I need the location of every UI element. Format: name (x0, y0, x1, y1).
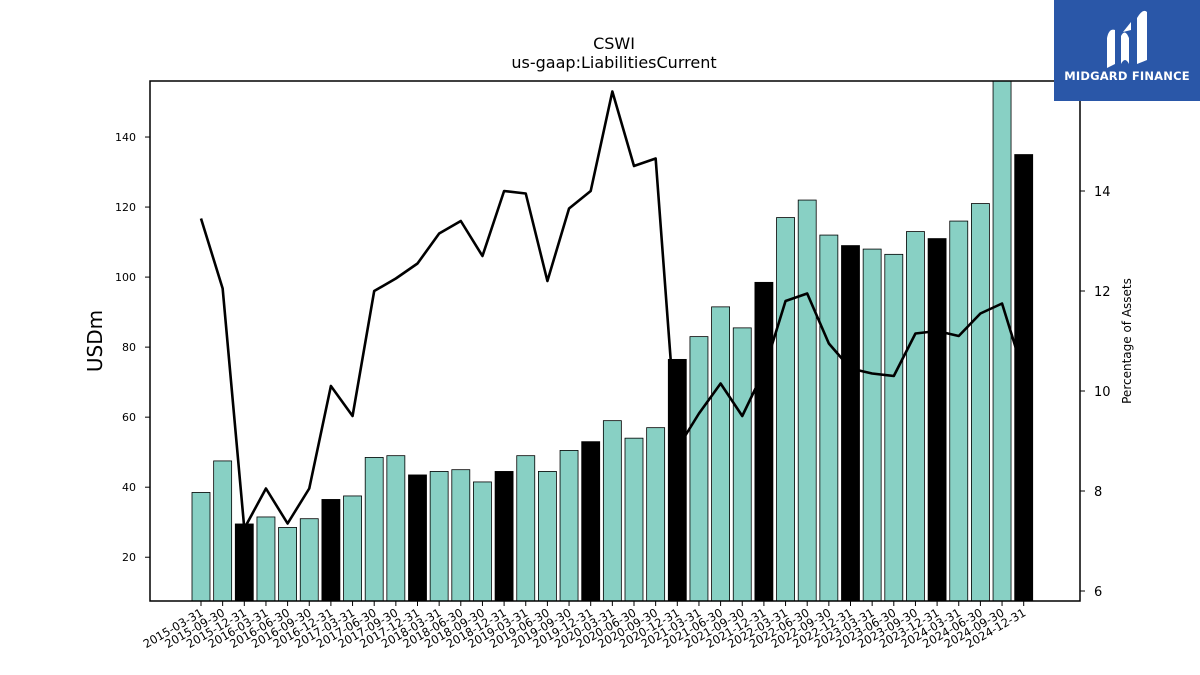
bar (559, 450, 579, 601)
y2-tick-label: 10 (1094, 385, 1111, 400)
bar (213, 460, 233, 601)
bar (256, 516, 276, 601)
bar (408, 474, 427, 601)
bar (927, 238, 947, 601)
bar (234, 523, 254, 601)
y-tick-label: 100 (115, 271, 136, 284)
y-tick-label: 40 (122, 481, 136, 494)
bar (321, 499, 341, 601)
bar (646, 427, 666, 601)
bar (992, 81, 1012, 601)
bar (884, 253, 904, 601)
bar (516, 455, 536, 601)
bar (602, 420, 622, 601)
bar (538, 471, 557, 601)
logo: MIDGARD FINANCE (1054, 0, 1200, 101)
chart-title: CSWI (593, 34, 635, 53)
logo-mark-icon (1107, 10, 1147, 68)
y-tick-label: 140 (115, 131, 136, 144)
y-tick-label: 120 (115, 201, 136, 214)
bar (191, 492, 211, 601)
y2-tick-label: 12 (1094, 285, 1111, 300)
bar (862, 248, 882, 601)
y2-tick-label: 14 (1094, 185, 1111, 200)
bar (386, 455, 406, 601)
bar (841, 245, 860, 601)
bar (451, 469, 471, 601)
y-axis-label: USDm (83, 310, 107, 372)
bar (429, 471, 449, 601)
bar (754, 281, 774, 601)
y-tick-label: 80 (122, 341, 136, 354)
bar (278, 527, 298, 601)
bar (581, 441, 601, 601)
bar (343, 495, 362, 601)
bar (494, 471, 514, 601)
bar (364, 457, 384, 601)
bar (971, 203, 990, 601)
y2-tick-label: 8 (1094, 485, 1102, 500)
y-tick-label: 20 (122, 551, 136, 564)
bar (689, 336, 709, 601)
bar (299, 518, 319, 601)
bar (819, 234, 839, 601)
bar (624, 437, 644, 601)
bar (949, 220, 969, 601)
bar (732, 327, 752, 601)
chart-subtitle: us-gaap:LiabilitiesCurrent (511, 53, 716, 72)
bar (1014, 154, 1034, 601)
logo-text: MIDGARD FINANCE (1064, 69, 1190, 83)
y2-axis-label: Percentage of Assets (1120, 278, 1134, 404)
bar (473, 481, 492, 601)
bar (776, 217, 795, 601)
bar (711, 306, 730, 601)
series-line (199, 90, 1025, 530)
bar (797, 199, 817, 601)
bar (667, 358, 687, 601)
bar (906, 231, 925, 601)
y2-tick-label: 6 (1094, 585, 1102, 600)
plot-frame (149, 80, 1081, 602)
y-tick-label: 60 (122, 411, 136, 424)
